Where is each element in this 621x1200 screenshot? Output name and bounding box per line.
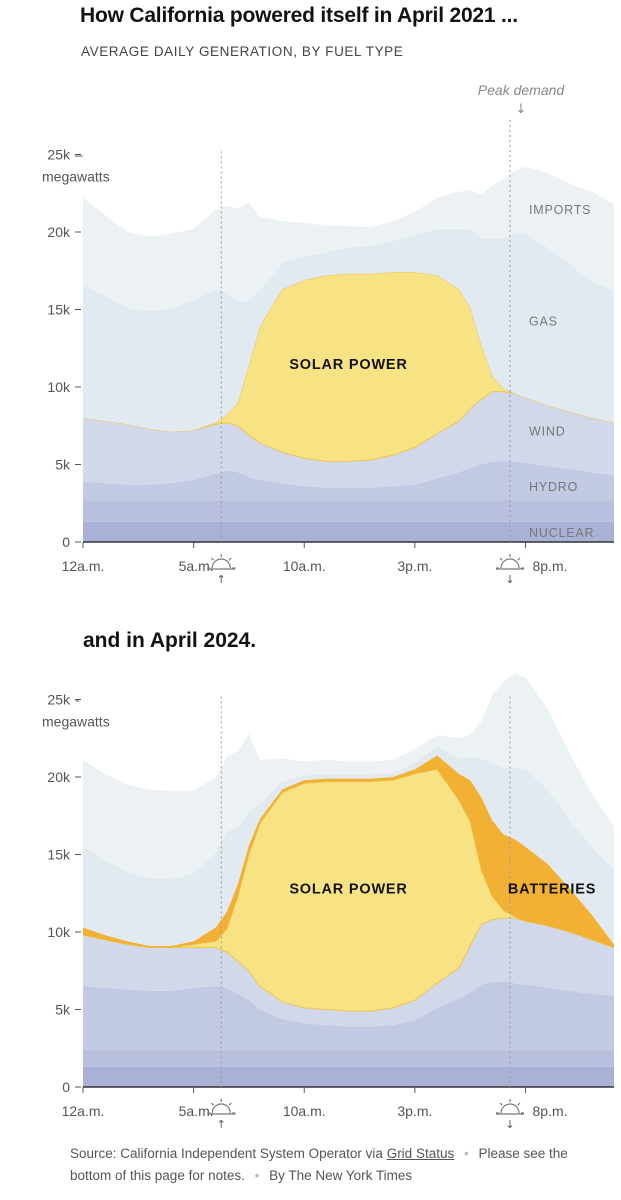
chart-2024: 0 5k 10k 15k 20k 25k - megawatts 12a.m. 5a.m. 10a.… <box>42 673 615 1131</box>
y-tick-label: 5k <box>55 457 71 473</box>
sunrise-icon: ↑ <box>207 1099 236 1131</box>
chart2-title: and in April 2024. <box>83 629 257 652</box>
y-axis-label: megawatts <box>42 714 110 730</box>
area-nuclear <box>83 521 614 542</box>
x-tick-label: 10a.m. <box>283 1103 326 1119</box>
sunrise-icon: ↑ <box>207 554 236 586</box>
series-label-nuclear: NUCLEAR <box>529 526 594 540</box>
y-tick-label: 25k <box>47 147 71 163</box>
area-wind <box>83 918 614 1027</box>
footer: Source: California Independent System Op… <box>70 1143 600 1187</box>
x-axis: 12a.m. 5a.m. 10a.m. 3p.m. 8p.m. <box>62 541 614 574</box>
area-layers <box>82 166 615 542</box>
separator: • <box>463 1146 469 1161</box>
y-tick-label: 5k <box>55 1002 71 1018</box>
x-tick-label: 8p.m. <box>533 558 568 574</box>
y-tick-label: 20k <box>47 769 71 785</box>
area-wind <box>83 391 614 488</box>
series-label-wind: WIND <box>529 424 566 438</box>
series-label-solar-power: SOLAR POWER <box>289 882 407 898</box>
y-tick-label: 0 <box>62 534 70 550</box>
y-tick-label: 20k <box>47 224 71 240</box>
area-gas <box>83 746 614 946</box>
area-other <box>83 500 614 522</box>
sunset-icon: ↓ <box>496 554 525 586</box>
sunrise-arrow: ↑ <box>217 1118 226 1131</box>
series-label-gas: GAS <box>529 314 558 328</box>
sunrise-sun-ray <box>210 557 214 561</box>
y-tick-label: 0 <box>62 1079 70 1095</box>
x-tick-label: 5a.m. <box>179 1103 214 1119</box>
sunset-sun-arc <box>500 558 520 569</box>
sunset-arrow: ↓ <box>505 573 514 586</box>
source-text: Source: California Independent System Op… <box>70 1146 383 1161</box>
x-tick-label: 10a.m. <box>283 558 326 574</box>
sunset-sun-ray <box>517 557 521 561</box>
area-batteries <box>83 755 614 948</box>
area-hydro <box>83 981 614 1050</box>
sunset-sun-ray <box>499 557 503 561</box>
chart-title: How California powered itself in April 2… <box>80 4 518 27</box>
y-axis: 0 5k 10k 15k 20k 25k - megawatts <box>42 692 110 1096</box>
notes-text[interactable]: Please see the bottom of this page for n… <box>70 1146 568 1183</box>
sunset-sun-arc <box>500 1103 520 1114</box>
sunrise-arrow: ↑ <box>217 573 226 586</box>
chart-2021: 0 5k 10k 15k 20k 25k – megawatts 12a.m. 5a.m. 10a.… <box>42 82 615 586</box>
x-tick-label: 8p.m. <box>533 1103 568 1119</box>
sunset-arrow: ↓ <box>505 1118 514 1131</box>
peak-demand-label: Peak demand <box>478 82 566 98</box>
grid-status-link[interactable]: Grid Status <box>386 1146 455 1161</box>
area-hydro <box>83 461 614 501</box>
y-tick-label: 10k <box>47 379 71 395</box>
area-gas <box>83 228 614 432</box>
y-tick-dash: - <box>75 692 80 708</box>
series-label-solar-power: SOLAR POWER <box>289 357 407 373</box>
peak-demand-arrow: ↓ <box>516 102 527 117</box>
area-imports <box>83 166 614 312</box>
y-tick-dash: – <box>75 147 83 163</box>
series-label-batteries: BATTERIES <box>508 882 596 898</box>
x-tick-label: 3p.m. <box>397 558 432 574</box>
sunrise-sun-arc <box>211 558 231 569</box>
y-axis-label: megawatts <box>42 169 110 185</box>
sunset-sun-ray <box>517 1102 521 1106</box>
byline: By The New York Times <box>269 1168 413 1183</box>
sunrise-sun-ray <box>210 1102 214 1106</box>
area-nuclear <box>83 1066 614 1087</box>
series-label-hydro: HYDRO <box>529 480 578 494</box>
x-tick-label: 5a.m. <box>179 558 214 574</box>
chart-subtitle: AVERAGE DAILY GENERATION, BY FUEL TYPE <box>81 44 404 59</box>
x-tick-label: 12a.m. <box>62 558 105 574</box>
series-label-imports: IMPORTS <box>529 203 591 217</box>
sunset-sun-ray <box>499 1102 503 1106</box>
sunset-icon: ↓ <box>496 1099 525 1131</box>
sunrise-sun-ray <box>228 1102 232 1106</box>
sunrise-sun-ray <box>228 557 232 561</box>
x-tick-label: 3p.m. <box>397 1103 432 1119</box>
y-axis: 0 5k 10k 15k 20k 25k – megawatts <box>42 147 110 551</box>
y-tick-label: 25k <box>47 692 71 708</box>
x-axis: 12a.m. 5a.m. 10a.m. 3p.m. 8p.m. <box>62 1086 614 1119</box>
sunrise-sun-arc <box>211 1103 231 1114</box>
y-tick-label: 15k <box>47 302 71 318</box>
area-imports <box>83 673 614 880</box>
x-tick-label: 12a.m. <box>62 1103 105 1119</box>
separator: • <box>254 1168 260 1183</box>
area-other <box>83 1049 614 1067</box>
y-tick-label: 15k <box>47 847 71 863</box>
area-layers <box>82 673 615 1087</box>
y-tick-label: 10k <box>47 924 71 940</box>
